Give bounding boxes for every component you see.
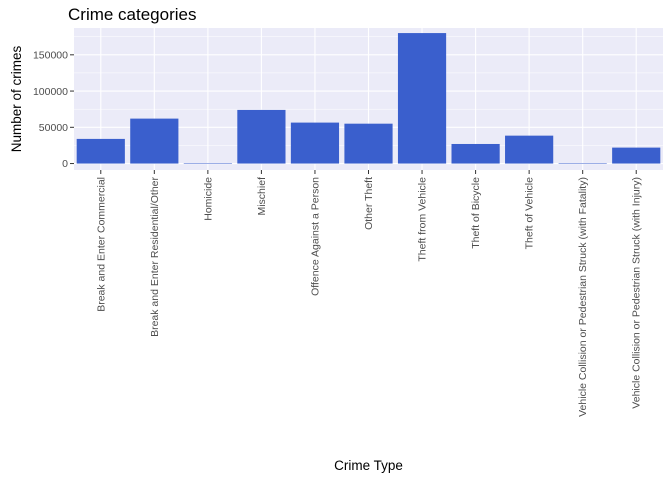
y-tick-label: 0 [62,158,68,170]
x-tick-label: Vehicle Collision or Pedestrian Struck (… [577,177,589,417]
x-tick-label: Theft of Vehicle [524,177,536,250]
bar [451,143,500,164]
y-tick-label: 150000 [33,50,68,62]
x-tick-label: Homicide [202,177,214,221]
bar [558,163,607,164]
bar [505,135,554,164]
bar [76,138,125,164]
x-tick-label: Other Theft [363,177,375,230]
bar [237,109,286,164]
x-tick-label: Mischief [256,177,268,216]
bar [183,163,232,164]
x-axis: Break and Enter Commercial Break and Ente… [95,170,643,417]
bar [397,33,447,164]
y-tick-label: 100000 [33,86,68,98]
x-tick-label: Theft of Bicycle [470,177,482,249]
y-tick-label: 50000 [39,122,68,134]
bars [76,33,661,164]
bar [290,122,340,164]
x-tick-label: Theft from Vehicle [417,177,429,262]
bar [130,118,179,164]
x-tick-label: Break and Enter Commercial [95,177,107,312]
bar [612,147,661,164]
y-axis-title: Number of crimes [9,45,24,152]
bar [344,123,393,164]
x-tick-label: Vehicle Collision or Pedestrian Struck (… [631,177,643,409]
chart-title: Crime categories [68,5,197,24]
x-tick-label: Break and Enter Residential/Other [149,176,161,336]
x-tick-label: Offence Against a Person [309,177,321,296]
y-axis: 0 50000 100000 150000 [33,50,74,170]
x-axis-title: Crime Type [334,458,403,473]
